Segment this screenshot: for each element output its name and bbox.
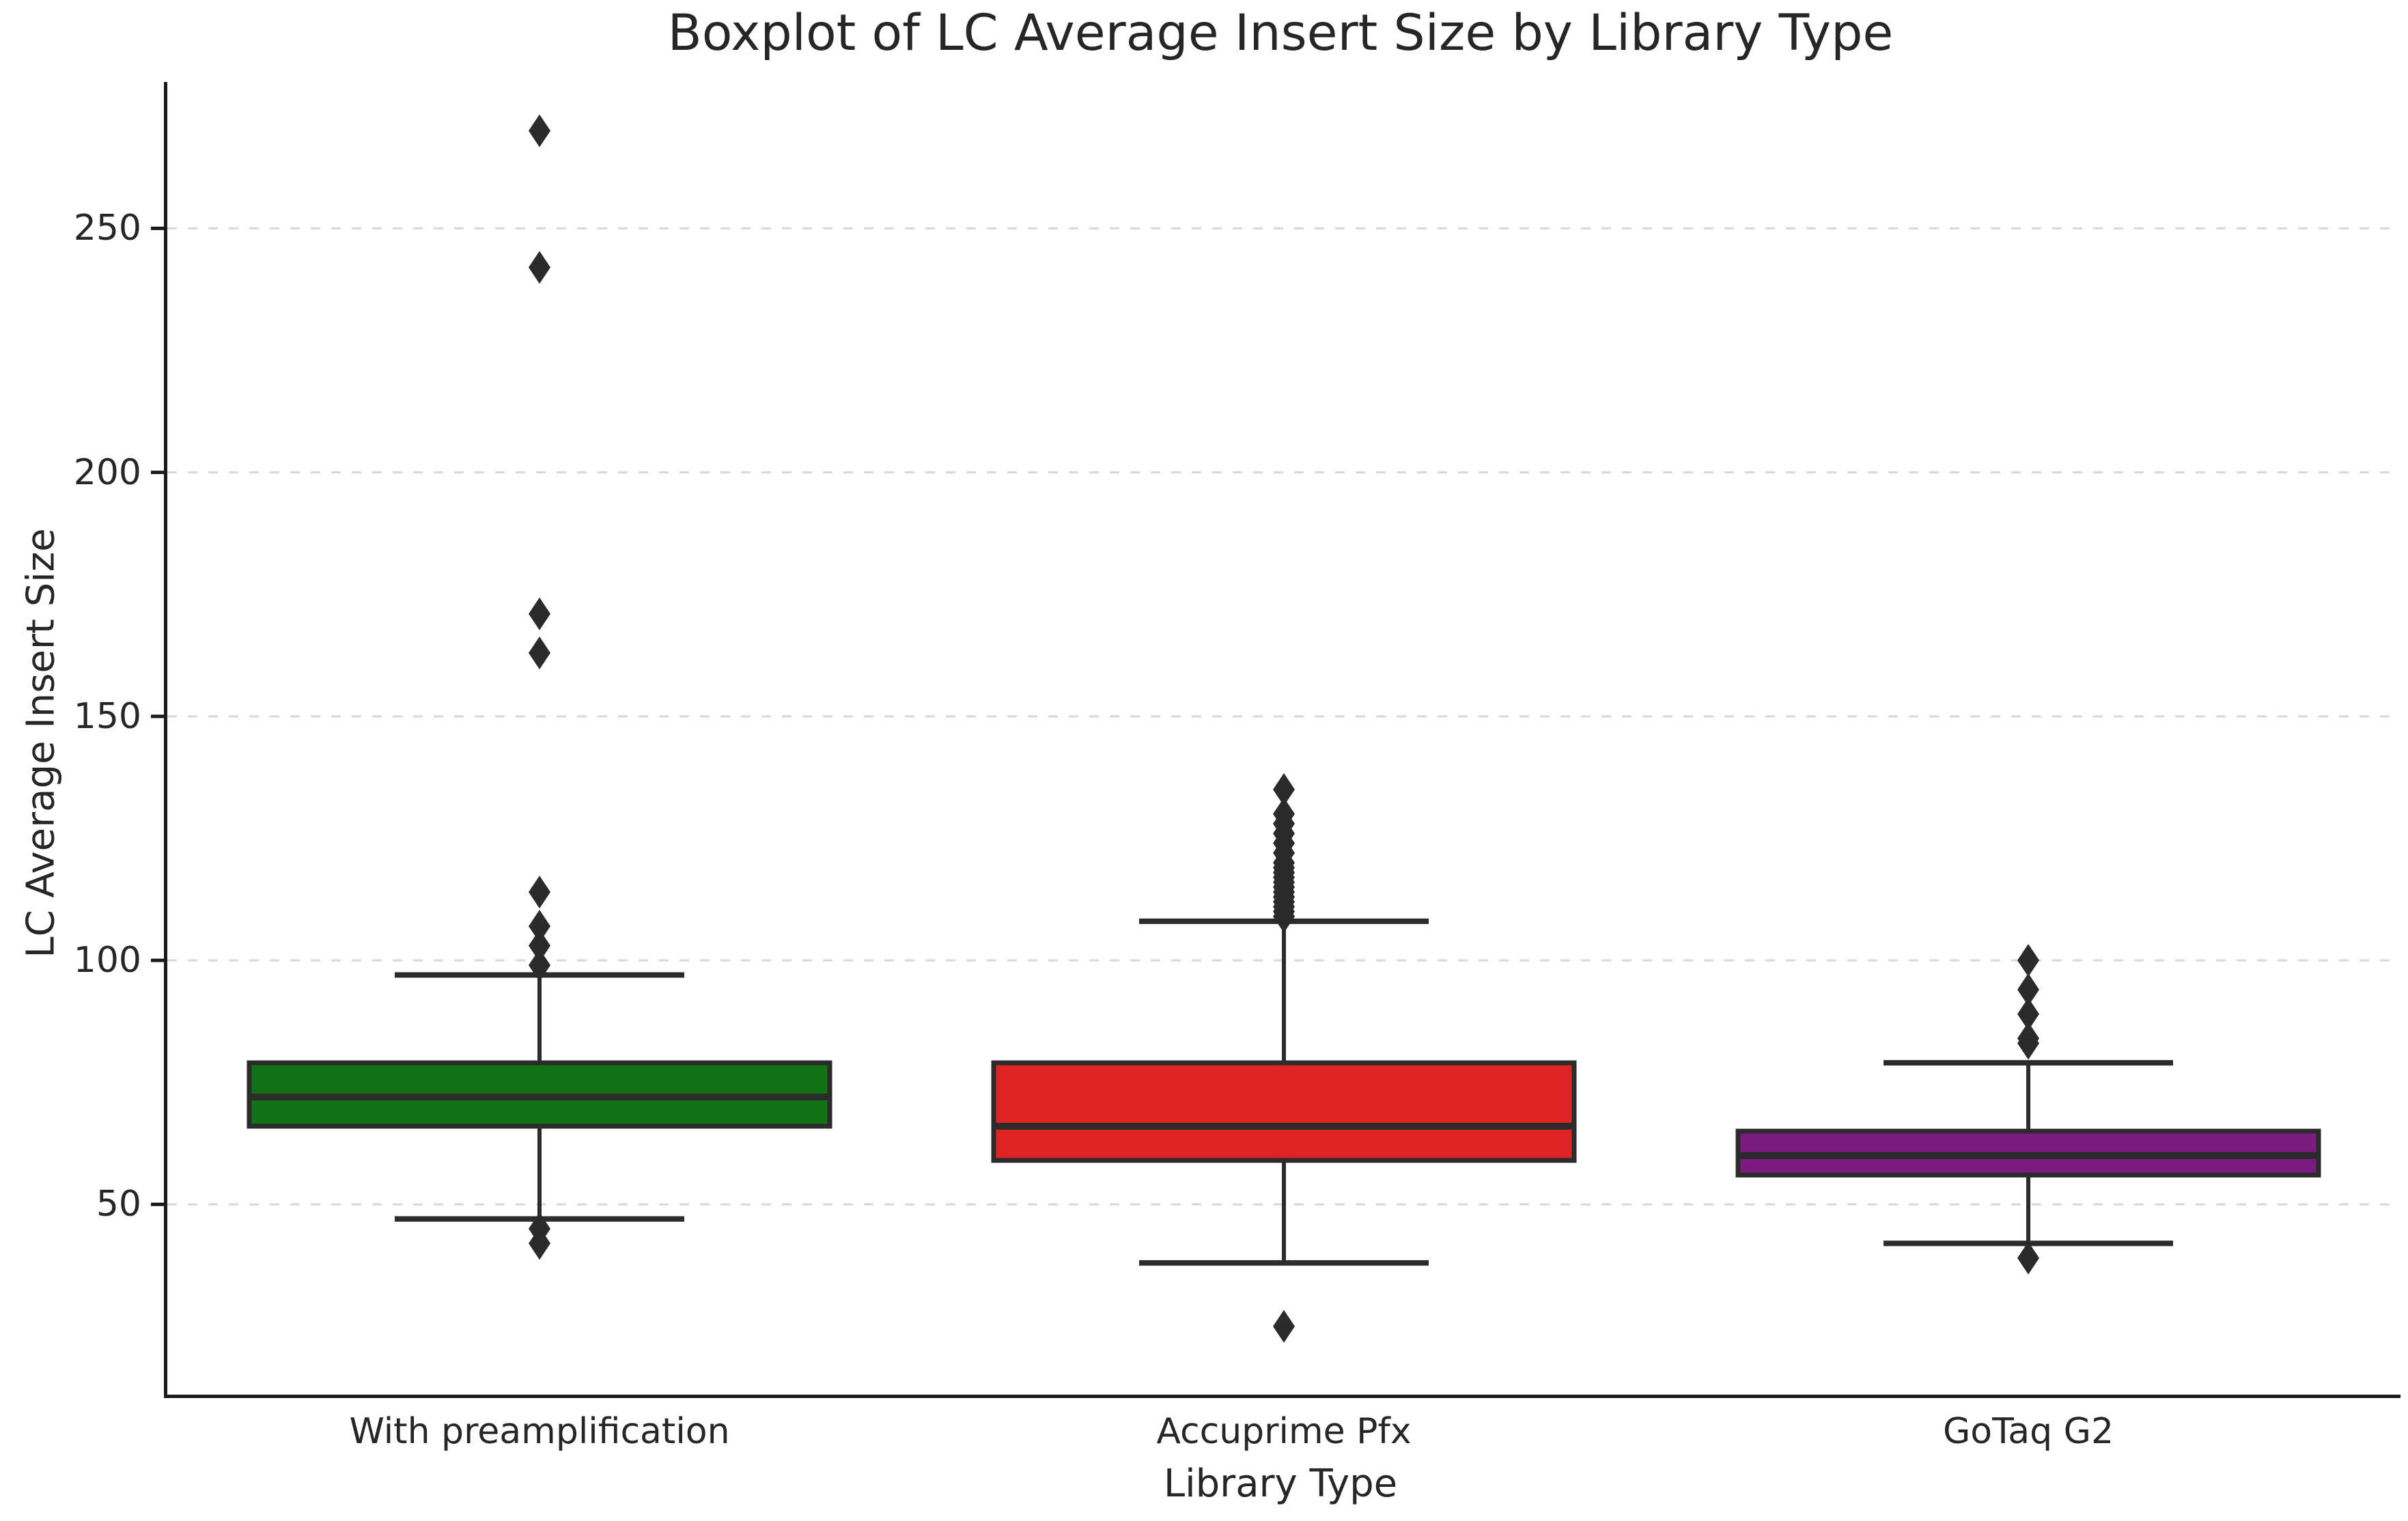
ytick-label: 200 [73,451,141,493]
xtick-label: With preamplification [349,1411,730,1452]
outlier-marker [2017,944,2039,977]
ytick-label: 50 [96,1184,141,1225]
outlier-marker [529,876,550,909]
boxplot-canvas [151,114,2400,1343]
xtick-label: Accuprime Pfx [1156,1411,1412,1452]
outlier-marker [1273,773,1295,807]
outlier-marker [529,114,550,148]
chart-title: Boxplot of LC Average Insert Size by Lib… [667,4,1894,62]
ytick-label: 100 [73,940,141,981]
outlier-marker [529,949,550,982]
y-axis-label: LC Average Insert Size [18,528,64,958]
xtick-label: GoTaq G2 [1942,1411,2114,1452]
outlier-marker [529,597,550,630]
outlier-marker [529,929,550,962]
x-axis-label: Library Type [1163,1462,1398,1506]
outlier-marker [529,636,550,669]
box-2 [991,1060,1577,1163]
outlier-marker [529,1212,550,1246]
outlier-marker [529,910,550,943]
outlier-marker [2017,973,2039,1006]
ytick-label: 250 [73,208,141,249]
outlier-marker [529,251,550,284]
outlier-marker [2017,1241,2039,1274]
outlier-marker [1273,797,1295,831]
outlier-marker [1273,1309,1295,1343]
outlier-marker [2017,1022,2039,1055]
plot-area: 50 100 150 200 250 With preamplification Accup… [74,82,2400,1452]
ytick-label: 150 [73,695,141,737]
outlier-marker [2017,997,2039,1031]
